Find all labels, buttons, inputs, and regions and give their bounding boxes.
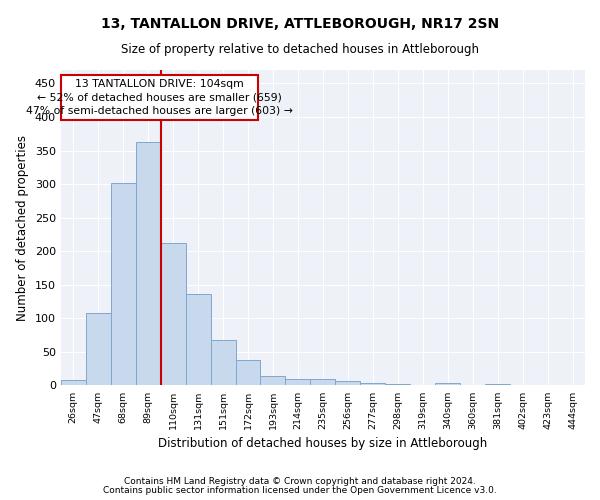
Bar [86, 313, 110, 386]
Bar [185, 294, 211, 386]
Bar [136, 142, 161, 386]
Bar [161, 243, 185, 386]
X-axis label: Distribution of detached houses by size in Attleborough: Distribution of detached houses by size … [158, 437, 488, 450]
Text: 13, TANTALLON DRIVE, ATTLEBOROUGH, NR17 2SN: 13, TANTALLON DRIVE, ATTLEBOROUGH, NR17 … [101, 18, 499, 32]
Text: Contains public sector information licensed under the Open Government Licence v3: Contains public sector information licen… [103, 486, 497, 495]
Bar [211, 340, 236, 386]
Bar [286, 378, 310, 386]
Bar [335, 380, 361, 386]
Bar [236, 360, 260, 386]
Text: 47% of semi-detached houses are larger (603) →: 47% of semi-detached houses are larger (… [26, 106, 293, 116]
Text: Contains HM Land Registry data © Crown copyright and database right 2024.: Contains HM Land Registry data © Crown c… [124, 477, 476, 486]
Bar [361, 384, 385, 386]
Bar [385, 384, 410, 386]
Bar [61, 380, 86, 386]
Bar [310, 380, 335, 386]
Text: Size of property relative to detached houses in Attleborough: Size of property relative to detached ho… [121, 42, 479, 56]
Text: ← 52% of detached houses are smaller (659): ← 52% of detached houses are smaller (65… [37, 93, 282, 103]
Text: 13 TANTALLON DRIVE: 104sqm: 13 TANTALLON DRIVE: 104sqm [75, 80, 244, 90]
FancyBboxPatch shape [61, 76, 258, 120]
Bar [485, 384, 510, 386]
Y-axis label: Number of detached properties: Number of detached properties [16, 134, 29, 320]
Bar [435, 382, 460, 386]
Bar [260, 376, 286, 386]
Bar [110, 184, 136, 386]
